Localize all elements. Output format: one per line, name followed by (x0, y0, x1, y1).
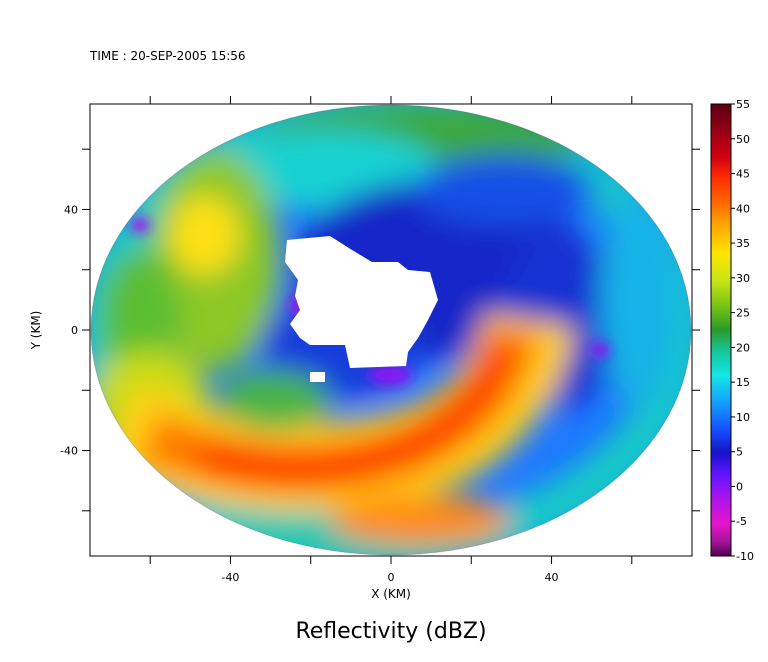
x-tick-label: 0 (388, 571, 395, 584)
colorbar-tick-label: 35 (736, 237, 750, 250)
colorbar-tick-label: -5 (736, 515, 747, 528)
colorbar-tick-label: 10 (736, 411, 750, 424)
colorbar (710, 103, 732, 557)
colorbar-tick-label: 20 (736, 341, 750, 354)
x-axis-title: X (KM) (371, 587, 411, 601)
y-tick-label: -40 (60, 445, 78, 458)
colorbar-tick-label: 45 (736, 168, 750, 181)
colorbar-tick-label: 25 (736, 307, 750, 320)
colorbar-tick-label: 0 (736, 480, 743, 493)
y-tick-label: 0 (71, 324, 78, 337)
colorbar-tick-label: 55 (736, 98, 750, 111)
colorbar-tick-label: 30 (736, 272, 750, 285)
x-tick-label: 40 (545, 571, 559, 584)
colorbar-tick-label: -10 (736, 550, 754, 563)
time-label: TIME : 20-SEP-2005 15:56 (89, 49, 246, 63)
y-axis-title: Y (KM) (29, 311, 43, 351)
colorbar-tick-label: 5 (736, 446, 743, 459)
colorbar-tick-label: 15 (736, 376, 750, 389)
colorbar-tick-label: 50 (736, 133, 750, 146)
eye-no-echo (285, 236, 438, 368)
x-tick-label: -40 (221, 571, 239, 584)
chart-title: Reflectivity (dBZ) (295, 619, 486, 644)
colorbar-tick-label: 40 (736, 202, 750, 215)
y-tick-label: 40 (64, 203, 78, 216)
axes: -40 0 40 40 0 -40 (60, 96, 700, 584)
reflectivity-field (91, 105, 691, 555)
